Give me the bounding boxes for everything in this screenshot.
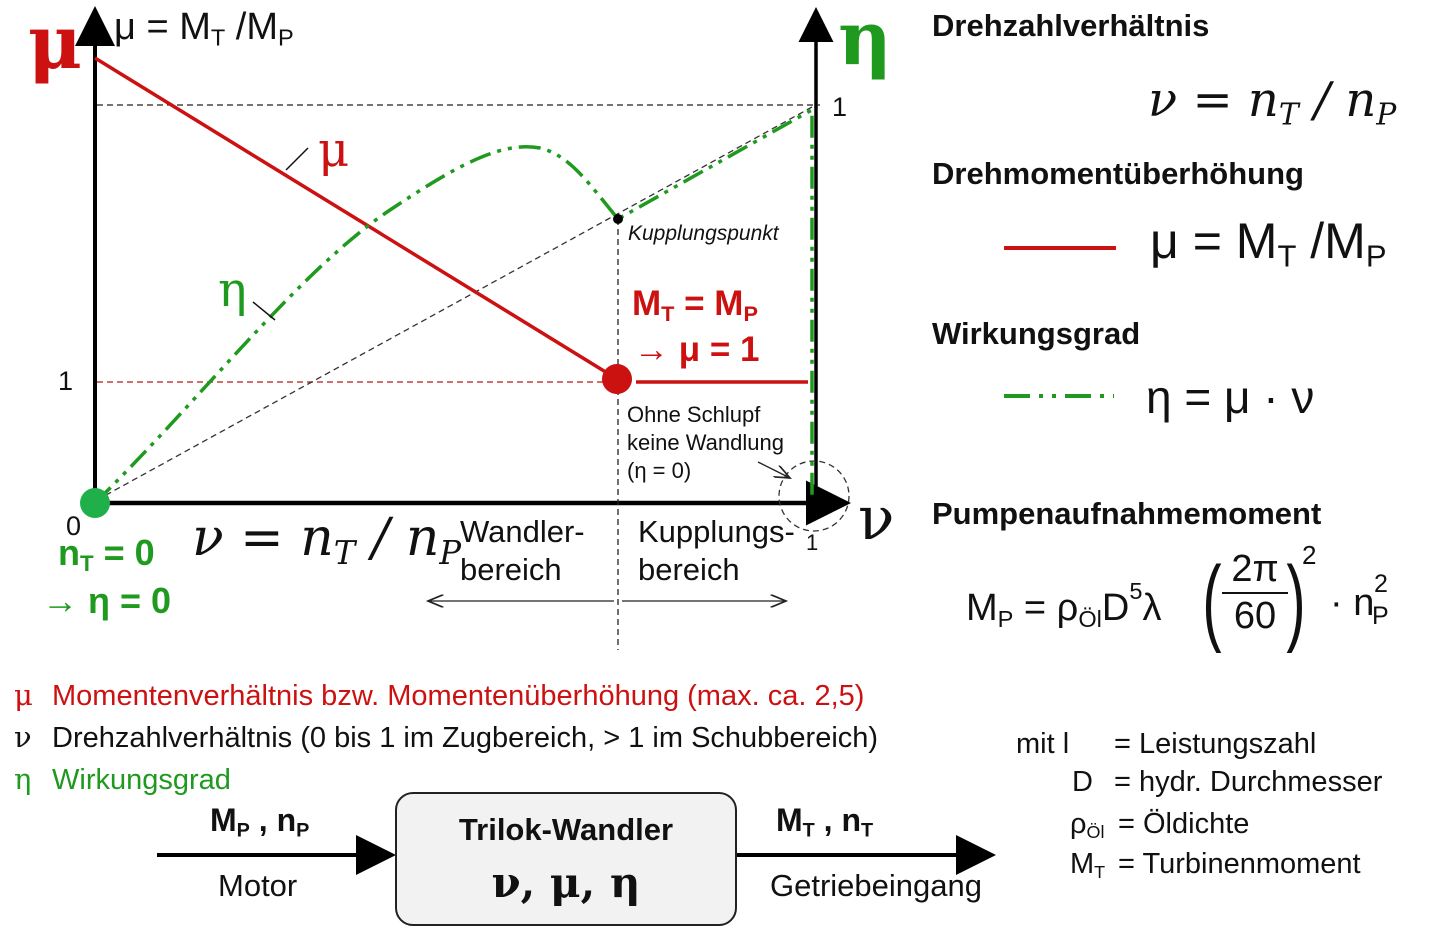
- legend-eta-symbol: η: [14, 762, 32, 796]
- definition-rho: = Öldichte: [1118, 808, 1250, 840]
- eta-equals-zero: → η = 0: [42, 580, 172, 621]
- no-slip-text-2: keine Wandlung: [627, 430, 784, 455]
- pump-paren-open: (: [1202, 547, 1222, 654]
- output-target-label: Getriebeingang: [770, 868, 982, 903]
- legend-nu-text: Drehzahlverhältnis (0 bis 1 im Zugbereic…: [52, 722, 879, 754]
- legend-mu: μ Momentenverhältnis bzw. Momentenüberhöh…: [14, 678, 864, 713]
- nu-axis-symbol: ν: [858, 484, 895, 554]
- tick-one-left: 1: [58, 366, 74, 396]
- legend-mu-symbol: μ: [14, 678, 33, 712]
- coupling-range-label-1: Kupplungs-: [638, 514, 795, 549]
- coupling-range-label-2: bereich: [638, 552, 740, 587]
- definition-mt-symbol: MT: [1070, 848, 1106, 883]
- legend-mu-text: Momentenverhältnis bzw. Momentenüberhöhu…: [52, 680, 865, 712]
- mu-axis-formula: μ = MT /MP: [114, 6, 294, 51]
- efficiency-formula: η = μ · ν: [1146, 371, 1315, 423]
- legend-nu: ν Drehzahlverhältnis (0 bis 1 im Zugberei…: [14, 720, 878, 755]
- no-slip-circle: [778, 460, 850, 532]
- speed-ratio-formula: ν = nT / nP: [1148, 72, 1397, 133]
- mu-curve: [94, 56, 618, 381]
- no-slip-text-1: Ohne Schlupf: [627, 402, 761, 427]
- pump-fraction-numerator: 2π: [1231, 548, 1279, 590]
- mu-curve-label: μ: [318, 122, 350, 178]
- pump-fraction: 2π 60: [1222, 548, 1288, 638]
- pump-fraction-denominator: 60: [1233, 595, 1277, 637]
- nu-formula-bottom: ν = nT / nP: [192, 508, 462, 573]
- pump-heading: Pumpenaufnahmemoment: [932, 496, 1322, 531]
- no-slip-pointer: [757, 461, 790, 478]
- torque-formula: μ = MT /MP: [1150, 213, 1387, 274]
- eta-curve-label: η: [218, 262, 247, 318]
- legend-eta-text: Wirkungsgrad: [52, 764, 231, 796]
- nt-equals-zero: nT = 0: [58, 532, 155, 577]
- tick-zero: 0: [66, 511, 82, 541]
- pump-formula-right: · n: [1330, 582, 1375, 624]
- pump-paren-exponent: 2: [1302, 540, 1317, 570]
- legend-nu-symbol: ν: [14, 720, 32, 754]
- efficiency-heading: Wirkungsgrad: [932, 316, 1141, 351]
- definition-mt: = Turbinenmoment: [1118, 848, 1361, 880]
- coupling-point-label: Kupplungspunkt: [628, 222, 779, 245]
- input-source-label: Motor: [218, 868, 298, 903]
- ideal-efficiency-line: [96, 106, 813, 501]
- definition-l-symbol: mit l: [1016, 728, 1070, 760]
- no-slip-text-3: (η = 0): [627, 458, 692, 483]
- legend-eta: η Wirkungsgrad: [14, 762, 231, 797]
- pump-np-exponent: 2: [1374, 570, 1388, 598]
- input-quantities: MP , nP: [210, 802, 310, 842]
- origin-point: [80, 488, 110, 518]
- tick-one-right: 1: [832, 92, 848, 122]
- mt-equals-mp: MT = MP: [632, 284, 758, 327]
- tick-one-bottom: 1: [806, 530, 819, 555]
- coupling-point: [613, 214, 623, 224]
- torque-heading: Drehmomentüberhöhung: [932, 156, 1304, 191]
- pump-np-subscript: P: [1372, 602, 1389, 630]
- definition-d-symbol: D: [1072, 766, 1093, 798]
- converter-range-label-2: bereich: [460, 552, 562, 587]
- converter-title: Trilok-Wandler: [458, 812, 674, 847]
- mu-one-point: [602, 364, 632, 394]
- mu-equals-one: → μ = 1: [634, 330, 760, 369]
- converter-range-label-1: Wandler-: [460, 514, 585, 549]
- pump-paren-close: ): [1286, 547, 1306, 654]
- eta-curve: [93, 107, 814, 505]
- mu-axis-symbol: μ: [28, 0, 83, 86]
- eta-curve-label-tick: [252, 301, 276, 321]
- converter-variables: ν, μ, η: [491, 858, 641, 907]
- pump-formula-left: MP = ρÖlD5λ: [966, 578, 1162, 632]
- trilok-converter-box: Trilok-Wandler ν, μ, η: [395, 792, 737, 926]
- definition-l: = Leistungszahl: [1114, 728, 1317, 760]
- definition-rho-symbol: ρÖl: [1070, 808, 1105, 843]
- output-quantities: MT , nT: [776, 802, 874, 842]
- pump-fraction-bar: [1222, 592, 1288, 594]
- eta-axis-symbol: η: [838, 0, 892, 82]
- mu-curve-label-tick: [285, 147, 309, 171]
- speed-ratio-heading: Drehzahlverhältnis: [932, 8, 1210, 43]
- definition-d: = hydr. Durchmesser: [1114, 766, 1383, 798]
